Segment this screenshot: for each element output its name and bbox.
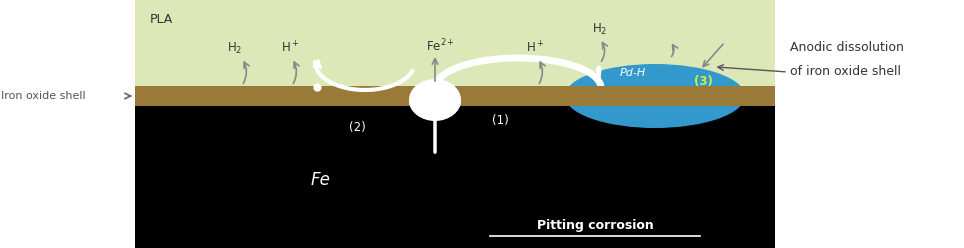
FancyBboxPatch shape: [135, 0, 775, 86]
FancyBboxPatch shape: [135, 86, 775, 106]
FancyBboxPatch shape: [135, 0, 775, 86]
Ellipse shape: [565, 64, 745, 128]
FancyBboxPatch shape: [135, 0, 775, 86]
Text: Fe: Fe: [310, 171, 330, 189]
Text: Anodic dissolution: Anodic dissolution: [790, 41, 904, 55]
FancyBboxPatch shape: [135, 86, 775, 106]
Text: Fe$^{2+}$: Fe$^{2+}$: [425, 37, 454, 54]
Ellipse shape: [565, 64, 745, 128]
Text: Pd-H: Pd-H: [620, 67, 646, 78]
FancyBboxPatch shape: [135, 86, 775, 106]
FancyBboxPatch shape: [135, 0, 775, 86]
Text: (2): (2): [349, 122, 365, 134]
Text: H$^+$: H$^+$: [525, 41, 545, 56]
FancyBboxPatch shape: [560, 96, 750, 248]
Ellipse shape: [409, 82, 461, 120]
Text: Pitting corrosion: Pitting corrosion: [537, 219, 654, 233]
FancyBboxPatch shape: [135, 86, 775, 106]
Text: Iron oxide shell: Iron oxide shell: [1, 91, 86, 101]
Text: of iron oxide shell: of iron oxide shell: [790, 65, 901, 79]
Text: PLA: PLA: [150, 13, 174, 26]
FancyBboxPatch shape: [555, 96, 755, 248]
FancyBboxPatch shape: [545, 86, 765, 248]
Text: H$^+$: H$^+$: [281, 41, 299, 56]
FancyBboxPatch shape: [550, 86, 760, 248]
Text: (1): (1): [492, 115, 508, 127]
Text: H$_2$: H$_2$: [228, 41, 243, 56]
Ellipse shape: [565, 64, 745, 128]
Text: H$_2$: H$_2$: [592, 22, 607, 37]
FancyBboxPatch shape: [135, 86, 775, 106]
FancyBboxPatch shape: [135, 106, 775, 248]
Ellipse shape: [565, 64, 745, 128]
FancyBboxPatch shape: [560, 86, 750, 106]
Text: (3): (3): [693, 75, 712, 89]
Ellipse shape: [565, 64, 745, 128]
FancyBboxPatch shape: [135, 0, 775, 86]
Ellipse shape: [409, 79, 461, 121]
